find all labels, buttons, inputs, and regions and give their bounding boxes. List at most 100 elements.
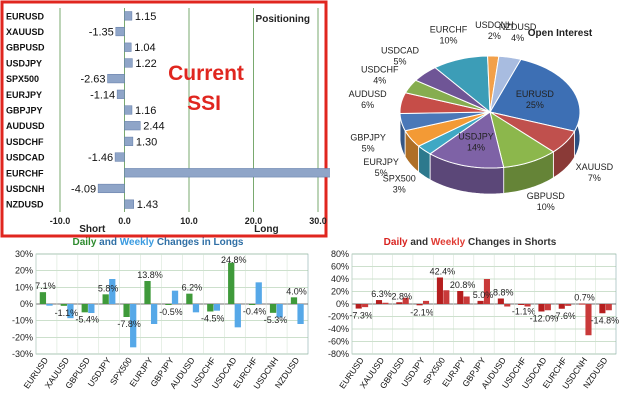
title-part: Changes in Longs bbox=[154, 237, 244, 248]
pie-slice-label: USDCHF bbox=[361, 64, 399, 74]
bar-daily bbox=[186, 293, 193, 304]
bar-daily bbox=[497, 298, 504, 304]
category-label: EURJPY bbox=[6, 90, 42, 100]
bar bbox=[124, 105, 133, 115]
title-part: and bbox=[408, 237, 431, 248]
title-part: Weekly bbox=[431, 237, 466, 248]
data-label: 20.8% bbox=[450, 280, 476, 290]
y-tick-label: -40% bbox=[328, 324, 349, 334]
pie-slice-pct: 7% bbox=[588, 173, 601, 183]
chart-title: Open Interest bbox=[528, 28, 593, 39]
overlay-current: Current bbox=[168, 62, 244, 85]
y-tick-label: 0% bbox=[336, 299, 349, 309]
pie-slice-label: GBPJPY bbox=[350, 133, 386, 143]
bar-daily bbox=[60, 304, 67, 306]
y-tick-label: -80% bbox=[328, 349, 349, 359]
data-label: -12.0% bbox=[530, 314, 559, 324]
category-label: XAUUSD bbox=[6, 27, 45, 37]
pie-slice-label: SPX500 bbox=[383, 173, 416, 183]
category-label: NZDUSD bbox=[6, 200, 44, 210]
pie-slice bbox=[487, 55, 500, 113]
category-label: AUDUSD bbox=[6, 121, 45, 131]
bar-weekly bbox=[276, 304, 283, 318]
bar-weekly bbox=[192, 304, 200, 313]
bar-value-label: -4.09 bbox=[71, 183, 96, 195]
y-tick-label: -10% bbox=[12, 316, 33, 326]
bar-value-label: -1.14 bbox=[90, 89, 115, 101]
bar-weekly bbox=[150, 304, 158, 324]
bar-daily bbox=[518, 304, 525, 305]
bar-weekly bbox=[544, 304, 551, 311]
y-tick-label: -20% bbox=[12, 332, 33, 342]
data-label: -7.8% bbox=[117, 319, 141, 329]
bar-weekly bbox=[88, 304, 95, 313]
y-tick-label: 30% bbox=[15, 249, 33, 259]
category-label: USDCAD bbox=[6, 153, 45, 163]
bar-value-label: -1.46 bbox=[88, 152, 113, 164]
category-label: EURCHF bbox=[6, 168, 44, 178]
chart-border bbox=[0, 0, 328, 238]
bar-weekly bbox=[67, 304, 74, 319]
bar-value-label: 1.30 bbox=[136, 136, 157, 148]
bar-daily bbox=[396, 302, 403, 304]
longs-chart-svg: Daily and Weekly Changes in Longs 30% 20% 1… bbox=[12, 237, 309, 391]
bar-daily bbox=[81, 304, 88, 313]
data-label: 6.3% bbox=[371, 289, 392, 299]
title-part: and bbox=[96, 237, 119, 248]
x-label-short: Short bbox=[79, 224, 106, 235]
ssi-chart-svg: -10.0 0.0 10.0 20.0 30.0 Short Long Positioning… bbox=[0, 0, 330, 238]
bar-weekly bbox=[422, 300, 430, 304]
bar-weekly bbox=[483, 279, 490, 304]
pie-slice-pct: 5% bbox=[375, 168, 388, 178]
pie-slice-pct: 4% bbox=[511, 33, 524, 43]
y-tick-label: -20% bbox=[328, 312, 349, 322]
category-label: GBPJPY bbox=[6, 106, 43, 116]
bar-weekly bbox=[213, 304, 221, 311]
title-part: Weekly bbox=[120, 237, 155, 248]
pie-slice-pct: 6% bbox=[361, 100, 374, 110]
chart-title: Daily and Weekly Changes in Shorts bbox=[384, 237, 557, 248]
pie-slice-pct: 4% bbox=[373, 75, 386, 85]
ssi-positioning-chart: -10.0 0.0 10.0 20.0 30.0 Short Long Positioning… bbox=[0, 0, 330, 240]
pie-slice-label: EURCHF bbox=[430, 25, 468, 35]
pie-slice-pct: 5% bbox=[393, 57, 406, 67]
bar-daily bbox=[538, 304, 545, 312]
x-tick-label: 30.0 bbox=[309, 216, 327, 226]
bar-daily bbox=[355, 304, 362, 309]
bar bbox=[124, 58, 133, 68]
bar-weekly bbox=[524, 304, 531, 307]
pie-slice bbox=[404, 111, 491, 147]
bar-value-label: 1.04 bbox=[134, 42, 155, 54]
bar-weekly bbox=[402, 297, 409, 304]
pie-slice-label: NZDUSD bbox=[499, 22, 537, 32]
bar-daily bbox=[248, 304, 256, 305]
bar-value-label: -2.63 bbox=[80, 74, 105, 86]
bar bbox=[115, 26, 125, 37]
data-label: 6.2% bbox=[182, 283, 203, 293]
data-label: 0.7% bbox=[574, 293, 595, 303]
bar-weekly bbox=[605, 304, 612, 311]
category-label: GBPUSD bbox=[6, 43, 45, 53]
pie-slice bbox=[404, 79, 491, 113]
pie-slice bbox=[399, 92, 491, 115]
bar-weekly bbox=[362, 304, 369, 308]
pie-slice-label: GBPUSD bbox=[527, 191, 566, 201]
pie-slice-pct: 5% bbox=[362, 144, 375, 154]
bar-daily bbox=[123, 304, 130, 317]
pie-slice-pct: 10% bbox=[440, 36, 458, 46]
y-tick-label: 80% bbox=[331, 249, 349, 259]
x-tick-label: 0.0 bbox=[118, 216, 131, 226]
y-tick-label: 20% bbox=[15, 266, 33, 276]
pie-slice-label: USDCNH bbox=[475, 20, 514, 30]
data-label: -0.5% bbox=[159, 307, 183, 317]
y-tick-label: 60% bbox=[331, 262, 349, 272]
x-tick-label: 20.0 bbox=[245, 216, 263, 226]
bar bbox=[97, 183, 125, 194]
open-interest-svg: Open InterestEURUSD25%XAUUSD7%GBPUSD10%U… bbox=[349, 20, 614, 212]
bar bbox=[124, 121, 141, 131]
y-tick-label: -60% bbox=[328, 337, 349, 347]
pie-slice-pct: 3% bbox=[393, 184, 406, 194]
bar-weekly bbox=[443, 290, 450, 304]
pie-slice bbox=[417, 111, 491, 155]
bar-daily bbox=[579, 303, 586, 305]
